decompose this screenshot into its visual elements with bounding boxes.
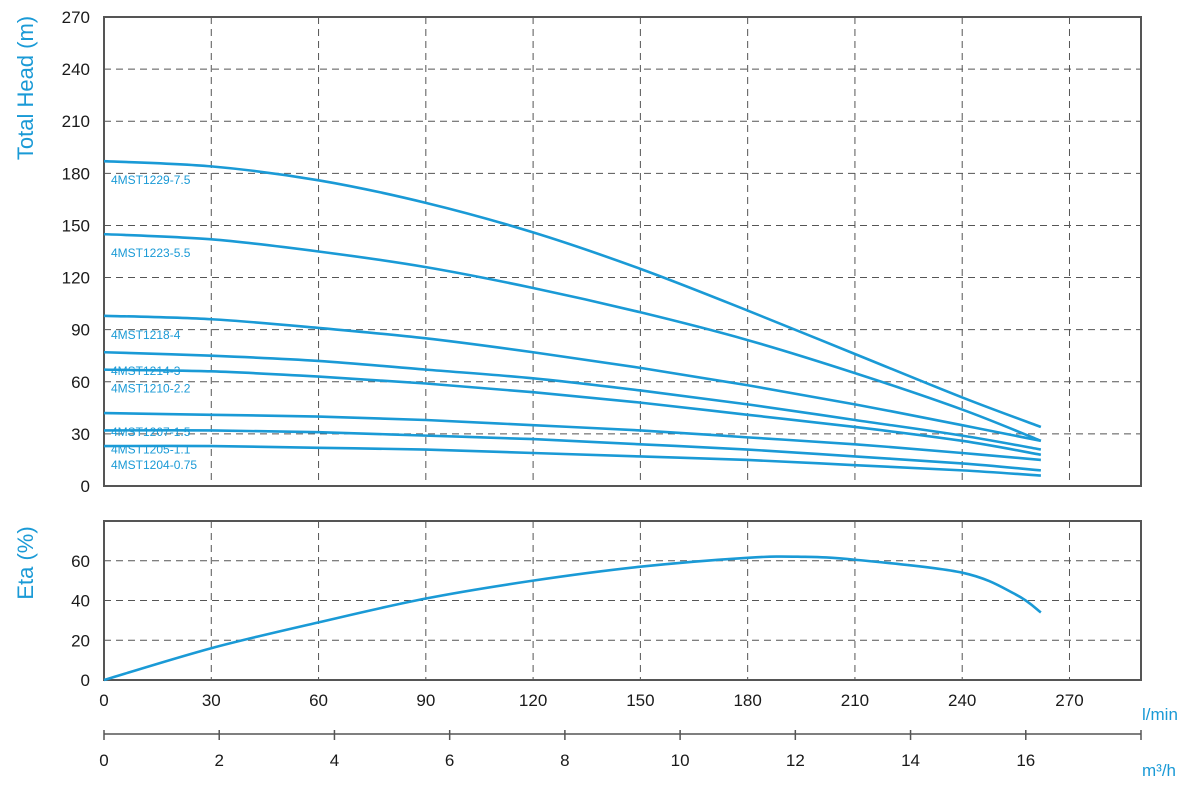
- head-frame: [103, 16, 1142, 487]
- head-y-tick-label: 240: [62, 60, 90, 79]
- m3h-tick-label: 14: [901, 751, 920, 770]
- m3h-tick-label: 8: [560, 751, 569, 770]
- eta-y-tick-label: 20: [71, 631, 90, 650]
- curve-label: 4MST1204-0.75: [111, 458, 197, 472]
- head-curve-4MST1214-3: [103, 350, 1042, 451]
- head-curve-4MST1207-1.5: [103, 411, 1041, 462]
- head-y-tick-label: 210: [62, 112, 90, 131]
- head-y-tick-label: 0: [81, 477, 90, 496]
- m3h-tick-label: 10: [671, 751, 690, 770]
- curve-label: 4MST1229-7.5: [111, 173, 191, 187]
- head-curve-4MST1229-7.5: [103, 159, 1042, 429]
- eta-frame: [103, 520, 1142, 681]
- curve-label: 4MST1218-4: [111, 328, 181, 342]
- curve-label: 4MST1207-1.5: [111, 425, 191, 439]
- head-y-tick-label: 60: [71, 373, 90, 392]
- m3h-tick-label: 4: [330, 751, 339, 770]
- m3h-tick-label: 6: [445, 751, 454, 770]
- lmin-tick-label: 60: [309, 691, 328, 710]
- eta-y-tick-label: 40: [71, 592, 90, 611]
- lmin-tick-label: 0: [99, 691, 108, 710]
- m3h-tick-label: 12: [786, 751, 805, 770]
- lmin-tick-label: 120: [519, 691, 547, 710]
- eta-panel: 0 20 40 60: [71, 520, 1142, 690]
- head-y-tick-label: 180: [62, 164, 90, 183]
- eta-y-tick-label: 60: [71, 552, 90, 571]
- head-curve-4MST1210-2.2: [103, 368, 1042, 457]
- m3h-tick-label: 0: [99, 751, 108, 770]
- lmin-tick-label: 150: [626, 691, 654, 710]
- lmin-tick-label: 240: [948, 691, 976, 710]
- head-panel: 0 30 60 90 120 150 180 210 240 270 4MST1229-7.5 4MS…: [62, 8, 1142, 496]
- lmin-tick-label: 210: [841, 691, 869, 710]
- head-y-tick-label: 150: [62, 216, 90, 235]
- lmin-tick-label: 30: [202, 691, 221, 710]
- head-y-axis-label: Total Head (m): [13, 16, 38, 160]
- head-y-tick-label: 90: [71, 321, 90, 340]
- head-curve-4MST1204-0.75: [103, 444, 1041, 477]
- eta-y-axis-label: Eta (%): [13, 526, 38, 599]
- head-curve-4MST1223-5.5: [103, 232, 1042, 443]
- head-y-tick-label: 270: [62, 8, 90, 27]
- lmin-tick-label: 270: [1055, 691, 1083, 710]
- lmin-tick-label: 90: [416, 691, 435, 710]
- m3h-tick-label: 2: [214, 751, 223, 770]
- head-curve-4MST1205-1.1: [103, 428, 1041, 472]
- curve-label: 4MST1210-2.2: [111, 382, 191, 396]
- head-curve-4MST1218-4: [103, 314, 1042, 443]
- curve-label: 4MST1205-1.1: [111, 442, 191, 456]
- head-y-tick-label: 30: [71, 425, 90, 444]
- eta-y-tick-label: 0: [81, 671, 90, 690]
- m3h-tick-label: 16: [1016, 751, 1035, 770]
- x-axes: 0 30 60 90 120 150 180 210 240 270 0 2 4 6 8 10 12 14 16: [99, 691, 1142, 770]
- m3h-unit-label: m³/h: [1142, 761, 1176, 780]
- eta-curve-efficiency: [103, 555, 1042, 682]
- lmin-unit-label: l/min: [1142, 705, 1178, 724]
- curve-label: 4MST1223-5.5: [111, 246, 191, 260]
- lmin-tick-label: 180: [733, 691, 761, 710]
- head-y-tick-label: 120: [62, 269, 90, 288]
